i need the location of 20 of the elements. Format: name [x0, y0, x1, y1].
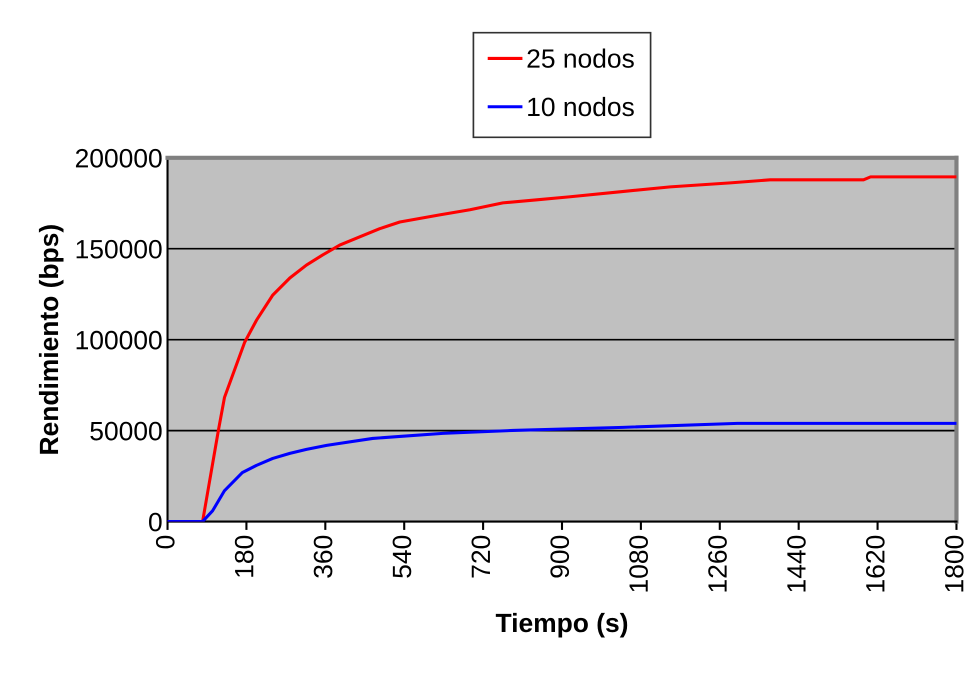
- y-tick-label: 200000: [76, 148, 162, 168]
- y-tick-label: 100000: [76, 330, 162, 350]
- x-axis-title: Tiempo (s): [496, 612, 628, 638]
- x-tick-label: 540: [392, 536, 412, 578]
- y-tick-label: 0: [149, 512, 162, 532]
- x-tick-label: 1440: [787, 536, 806, 592]
- y-tick-label: 150000: [76, 240, 162, 259]
- x-tick-label: 720: [472, 536, 490, 578]
- x-tick-label: 1080: [629, 536, 648, 592]
- y-axis-title: Rendimiento (bps): [38, 225, 64, 454]
- x-tick-label: 360: [314, 536, 332, 578]
- x-tick-label: 1260: [708, 536, 727, 592]
- x-tick-label: 1800: [944, 536, 964, 592]
- legend-label: 25 nodos: [528, 48, 634, 68]
- legend-label: 10 nodos: [528, 96, 634, 116]
- x-tick-label: 0: [156, 536, 175, 548]
- x-tick-label: 180: [234, 536, 254, 577]
- x-tick-label: 900: [550, 536, 570, 578]
- y-tick-label: 50000: [90, 422, 162, 440]
- x-tick-label: 1620: [866, 536, 885, 592]
